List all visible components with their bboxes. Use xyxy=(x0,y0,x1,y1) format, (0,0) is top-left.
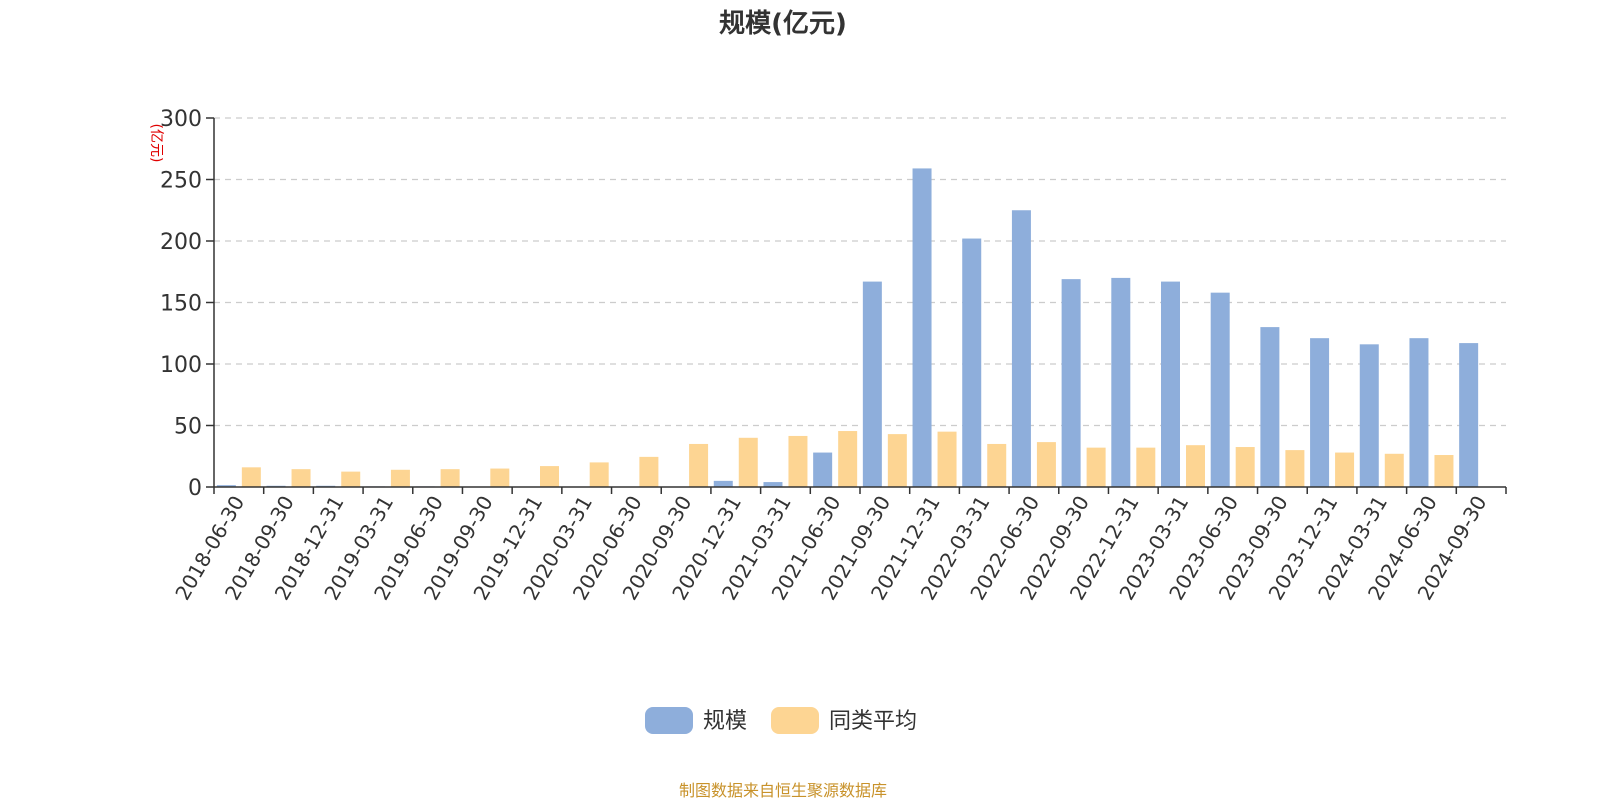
legend-label: 规模 xyxy=(703,709,747,734)
bar-category-average xyxy=(440,469,460,487)
bar-scale xyxy=(1011,210,1031,487)
bar-category-average xyxy=(937,431,957,487)
bar-category-average xyxy=(838,431,858,487)
bar-scale xyxy=(1459,343,1479,487)
bar-category-average xyxy=(1335,452,1355,487)
bar-category-average xyxy=(1036,442,1056,487)
legend-swatch xyxy=(771,707,819,734)
bar-category-average xyxy=(540,466,559,487)
bar-category-average xyxy=(1285,450,1305,487)
bar-category-average xyxy=(639,456,659,487)
chart-title: 规模(亿元) xyxy=(719,9,847,39)
bar-category-average xyxy=(1186,445,1205,487)
bar-scale xyxy=(912,168,932,487)
x-tick-labels: 2018-06-302018-09-302018-12-312019-03-31… xyxy=(170,492,1491,605)
bar-category-average xyxy=(788,435,808,487)
bar-category-average xyxy=(1136,447,1156,487)
bar-scale xyxy=(862,281,882,487)
bar-scale xyxy=(763,482,783,487)
bar-scale xyxy=(962,238,982,487)
bar-category-average xyxy=(241,467,261,487)
bar-scale xyxy=(1260,327,1280,487)
bar-scale xyxy=(1359,344,1379,487)
bar-scale xyxy=(813,452,833,487)
bar-category-average xyxy=(490,468,510,487)
bar-category-average xyxy=(291,469,311,487)
source-note: 制图数据来自恒生聚源数据库 xyxy=(679,781,887,800)
bar-category-average xyxy=(341,471,361,487)
y-tick-label: 200 xyxy=(160,230,202,255)
bar-scale xyxy=(1210,292,1230,487)
bar-category-average xyxy=(1235,447,1255,487)
y-axis-unit-label: (亿元) xyxy=(148,124,164,163)
legend-swatch xyxy=(645,707,693,734)
bar-scale xyxy=(1061,279,1081,487)
y-tick-label: 250 xyxy=(160,169,202,194)
legend: 规模 同类平均 xyxy=(645,707,917,734)
bar-scale xyxy=(216,485,236,487)
y-tick-label: 150 xyxy=(160,292,202,317)
y-tick-label: 0 xyxy=(188,476,202,501)
bar-category-average xyxy=(738,437,758,487)
y-tick-labels: 0 50 100 150 200 250 300 xyxy=(160,107,214,501)
bar-category-average xyxy=(589,462,609,487)
y-tick-label: 100 xyxy=(160,353,202,378)
y-tick-label: 50 xyxy=(174,415,202,440)
bar-scale xyxy=(1111,277,1131,487)
bar-scale xyxy=(713,480,733,487)
bar-category-average xyxy=(987,443,1007,487)
bar-category-average xyxy=(1434,455,1454,487)
bar-scale xyxy=(1409,338,1429,487)
bars-group xyxy=(216,168,1479,487)
legend-label: 同类平均 xyxy=(829,709,917,734)
bar-scale xyxy=(1161,281,1180,487)
bar-category-average xyxy=(887,434,907,487)
y-tick-label: 300 xyxy=(160,107,202,132)
bar-category-average xyxy=(390,469,410,487)
bar-category-average xyxy=(1086,447,1106,487)
bar-category-average xyxy=(689,443,709,487)
bar-category-average xyxy=(1384,453,1404,487)
bar-scale xyxy=(1310,338,1330,487)
